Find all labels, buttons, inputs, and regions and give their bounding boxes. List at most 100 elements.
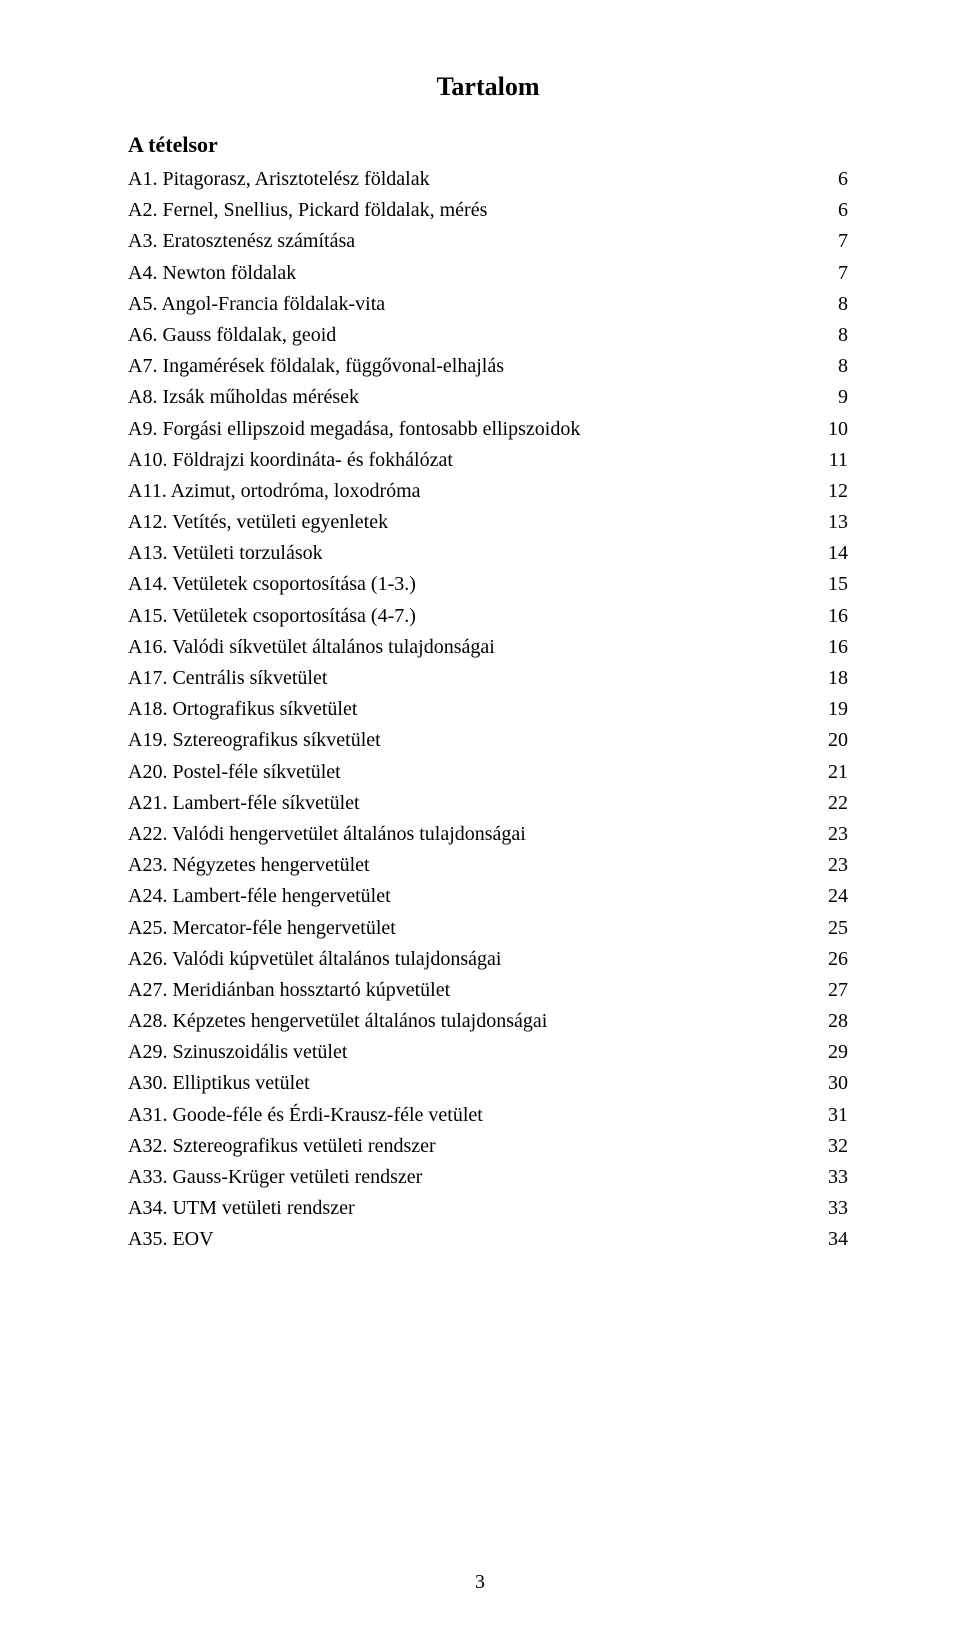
- toc-entry: A34. UTM vetületi rendszer 33: [128, 1193, 848, 1224]
- toc-entry-label: A28. Képzetes hengervetület általános tu…: [128, 1006, 547, 1037]
- toc-entry: A11. Azimut, ortodróma, loxodróma 12: [128, 476, 848, 507]
- toc-entry: A12. Vetítés, vetületi egyenletek13: [128, 507, 848, 538]
- toc-entry-label: A5. Angol-Francia földalak-vita: [128, 289, 385, 320]
- toc-entry: A20. Postel-féle síkvetület 21: [128, 757, 848, 788]
- toc-entry-page: 18: [820, 663, 848, 694]
- toc-entry-page: 10: [820, 414, 848, 445]
- toc-entry-label: A3. Eratosztenész számítása: [128, 226, 355, 257]
- toc-entry-page: 7: [820, 258, 848, 289]
- toc-entry-label: A16. Valódi síkvetület általános tulajdo…: [128, 632, 495, 663]
- toc-entry: A35. EOV34: [128, 1224, 848, 1255]
- toc-entry-page: 33: [820, 1162, 848, 1193]
- toc-entry-label: A32. Sztereografikus vetületi rendszer: [128, 1131, 436, 1162]
- toc-entry-label: A20. Postel-féle síkvetület: [128, 757, 341, 788]
- toc-entry-label: A25. Mercator-féle hengervetület: [128, 913, 396, 944]
- toc-entry-label: A35. EOV: [128, 1224, 214, 1255]
- toc-entry-page: 8: [820, 320, 848, 351]
- toc-entry: A6. Gauss földalak, geoid 8: [128, 320, 848, 351]
- toc-entry-label: A21. Lambert-féle síkvetület: [128, 788, 360, 819]
- section-subtitle: A tételsor: [128, 132, 848, 158]
- toc-entry-page: 16: [820, 601, 848, 632]
- toc-entry: A26. Valódi kúpvetület általános tulajdo…: [128, 944, 848, 975]
- toc-entry-label: A19. Sztereografikus síkvetület: [128, 725, 381, 756]
- toc-entry: A28. Képzetes hengervetület általános tu…: [128, 1006, 848, 1037]
- toc-entry-label: A27. Meridiánban hossztartó kúpvetület: [128, 975, 450, 1006]
- toc-entry-label: A13. Vetületi torzulások: [128, 538, 323, 569]
- toc-entry-page: 11: [820, 445, 848, 476]
- toc-entry: A5. Angol-Francia földalak-vita 8: [128, 289, 848, 320]
- toc-entry-label: A9. Forgási ellipszoid megadása, fontosa…: [128, 414, 580, 445]
- toc-entry: A17. Centrális síkvetület 18: [128, 663, 848, 694]
- toc-entry-label: A22. Valódi hengervetület általános tula…: [128, 819, 526, 850]
- toc-entry-page: 29: [820, 1037, 848, 1068]
- toc-entry-page: 6: [820, 164, 848, 195]
- toc-entry-page: 27: [820, 975, 848, 1006]
- page-title: Tartalom: [128, 72, 848, 102]
- toc-entry-label: A33. Gauss-Krüger vetületi rendszer: [128, 1162, 422, 1193]
- toc-entry: A2. Fernel, Snellius, Pickard földalak, …: [128, 195, 848, 226]
- toc-entry: A32. Sztereografikus vetületi rendszer 32: [128, 1131, 848, 1162]
- toc-entry-label: A31. Goode-féle és Érdi-Krausz-féle vetü…: [128, 1100, 483, 1131]
- toc-entry-page: 31: [820, 1100, 848, 1131]
- toc-entry-page: 8: [820, 289, 848, 320]
- toc-entry-page: 14: [820, 538, 848, 569]
- toc-entry: A29. Szinuszoidális vetület 29: [128, 1037, 848, 1068]
- toc-entry: A7. Ingamérések földalak, függővonal-elh…: [128, 351, 848, 382]
- toc-entry: A4. Newton földalak7: [128, 258, 848, 289]
- toc-entry: A24. Lambert-féle hengervetület 24: [128, 881, 848, 912]
- toc-entry-page: 26: [820, 944, 848, 975]
- toc-entry-page: 24: [820, 881, 848, 912]
- toc-entry: A33. Gauss-Krüger vetületi rendszer 33: [128, 1162, 848, 1193]
- toc-entry: A16. Valódi síkvetület általános tulajdo…: [128, 632, 848, 663]
- toc-entry-label: A30. Elliptikus vetület: [128, 1068, 310, 1099]
- toc-entry-label: A29. Szinuszoidális vetület: [128, 1037, 347, 1068]
- toc-entry-label: A26. Valódi kúpvetület általános tulajdo…: [128, 944, 501, 975]
- toc-entry: A1. Pitagorasz, Arisztotelész földalak6: [128, 164, 848, 195]
- toc-entry-label: A34. UTM vetületi rendszer: [128, 1193, 355, 1224]
- toc-entry: A18. Ortografikus síkvetület 19: [128, 694, 848, 725]
- toc-entry: A10. Földrajzi koordináta- és fokhálózat…: [128, 445, 848, 476]
- toc-entry-label: A11. Azimut, ortodróma, loxodróma: [128, 476, 421, 507]
- toc-entry: A21. Lambert-féle síkvetület22: [128, 788, 848, 819]
- toc-entry-page: 15: [820, 569, 848, 600]
- toc-entry-page: 9: [820, 382, 848, 413]
- toc-entry: A19. Sztereografikus síkvetület 20: [128, 725, 848, 756]
- toc-entry: A25. Mercator-féle hengervetület 25: [128, 913, 848, 944]
- toc-entry-page: 20: [820, 725, 848, 756]
- toc-entry: A15. Vetületek csoportosítása (4-7.) 16: [128, 601, 848, 632]
- toc-entry-page: 21: [820, 757, 848, 788]
- toc-entry-label: A14. Vetületek csoportosítása (1-3.): [128, 569, 416, 600]
- toc-entry: A14. Vetületek csoportosítása (1-3.) 15: [128, 569, 848, 600]
- toc-entry-label: A18. Ortografikus síkvetület: [128, 694, 357, 725]
- toc-entry-label: A8. Izsák műholdas mérések: [128, 382, 359, 413]
- toc-entry-page: 7: [820, 226, 848, 257]
- toc-entry-page: 25: [820, 913, 848, 944]
- toc-entry-page: 23: [820, 850, 848, 881]
- toc-entry-label: A12. Vetítés, vetületi egyenletek: [128, 507, 388, 538]
- toc-entry-label: A7. Ingamérések földalak, függővonal-elh…: [128, 351, 504, 382]
- toc-entry-page: 32: [820, 1131, 848, 1162]
- toc-entry-label: A24. Lambert-féle hengervetület: [128, 881, 391, 912]
- toc-entry-page: 6: [820, 195, 848, 226]
- toc-entry-page: 8: [820, 351, 848, 382]
- page-number: 3: [0, 1571, 960, 1594]
- toc-entry-page: 28: [820, 1006, 848, 1037]
- toc-entry-label: A17. Centrális síkvetület: [128, 663, 327, 694]
- toc-entry-page: 30: [820, 1068, 848, 1099]
- toc-entry-label: A6. Gauss földalak, geoid: [128, 320, 336, 351]
- toc-entry-page: 19: [820, 694, 848, 725]
- document-page: Tartalom A tételsor A1. Pitagorasz, Aris…: [0, 0, 960, 1640]
- toc-entry-label: A15. Vetületek csoportosítása (4-7.): [128, 601, 416, 632]
- toc-entry-page: 23: [820, 819, 848, 850]
- toc-entry-label: A23. Négyzetes hengervetület: [128, 850, 370, 881]
- toc-entry: A23. Négyzetes hengervetület 23: [128, 850, 848, 881]
- toc-entry: A30. Elliptikus vetület 30: [128, 1068, 848, 1099]
- toc-entry: A9. Forgási ellipszoid megadása, fontosa…: [128, 414, 848, 445]
- toc-entry-page: 12: [820, 476, 848, 507]
- toc-entry: A3. Eratosztenész számítása 7: [128, 226, 848, 257]
- toc-list: A1. Pitagorasz, Arisztotelész földalak6A…: [128, 164, 848, 1256]
- toc-entry: A22. Valódi hengervetület általános tula…: [128, 819, 848, 850]
- toc-entry: A13. Vetületi torzulások 14: [128, 538, 848, 569]
- toc-entry-page: 33: [820, 1193, 848, 1224]
- toc-entry-label: A10. Földrajzi koordináta- és fokhálózat: [128, 445, 453, 476]
